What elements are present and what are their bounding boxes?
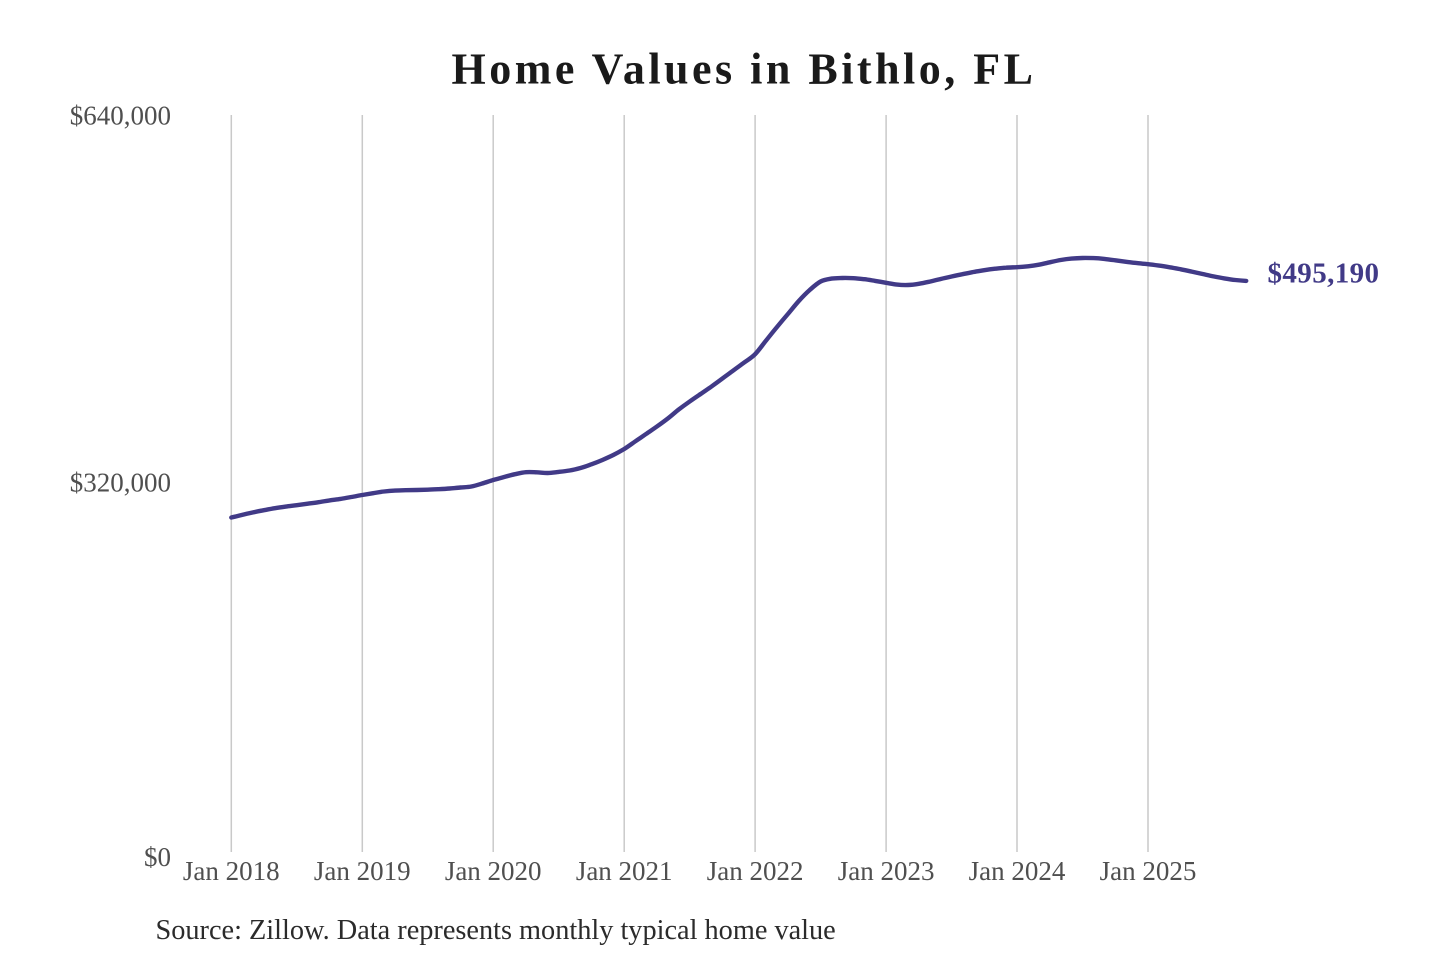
svg-text:Jan 2019: Jan 2019 — [314, 856, 411, 886]
svg-text:Home Values in Bithlo, FL: Home Values in Bithlo, FL — [451, 45, 1036, 94]
svg-text:$640,000: $640,000 — [70, 101, 171, 131]
svg-text:Jan 2022: Jan 2022 — [707, 856, 804, 886]
svg-text:Jan 2018: Jan 2018 — [183, 856, 280, 886]
svg-text:$320,000: $320,000 — [70, 468, 171, 498]
svg-text:Jan 2021: Jan 2021 — [576, 856, 673, 886]
svg-text:Jan 2024: Jan 2024 — [969, 856, 1066, 886]
svg-text:Source: Zillow. Data represent: Source: Zillow. Data represents monthly … — [156, 915, 836, 946]
svg-text:Jan 2023: Jan 2023 — [838, 856, 935, 886]
svg-text:Jan 2020: Jan 2020 — [445, 856, 542, 886]
svg-text:Jan 2025: Jan 2025 — [1100, 856, 1197, 886]
svg-text:$0: $0 — [144, 842, 171, 872]
svg-text:$495,190: $495,190 — [1268, 258, 1380, 290]
